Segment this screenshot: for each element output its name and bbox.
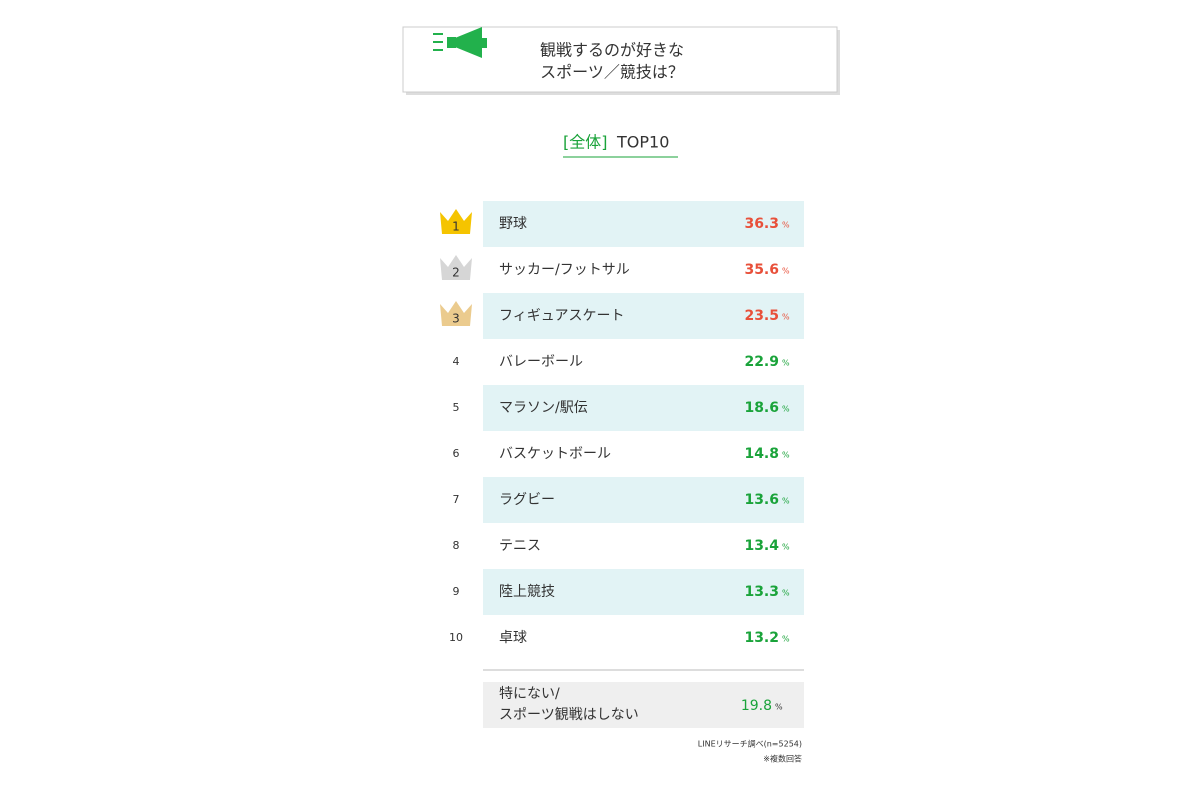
- row-value: 13.3: [744, 584, 779, 600]
- source: LINEリサーチ調べ(n=5254): [698, 739, 802, 749]
- row-unit: %: [782, 451, 790, 460]
- row-value: 23.5: [744, 308, 779, 324]
- row-unit: %: [782, 221, 790, 230]
- megaphone-icon: [433, 27, 487, 58]
- rank: 10: [449, 631, 463, 644]
- row-label: バスケットボール: [499, 446, 611, 462]
- row-value: 35.6: [744, 262, 779, 278]
- row-label: 陸上競技: [499, 584, 555, 600]
- other-label: スポーツ観戦はしない: [499, 706, 639, 723]
- row-background: [483, 385, 804, 431]
- row-label: フィギュアスケート: [499, 308, 624, 324]
- row-value: 13.4: [744, 538, 779, 554]
- row-unit: %: [782, 405, 790, 414]
- rank: 6: [453, 447, 460, 460]
- row-background: [483, 201, 804, 247]
- row-label: バレーボール: [499, 354, 583, 370]
- row-value: 14.8: [744, 446, 779, 462]
- row-unit: %: [782, 635, 790, 644]
- row-label: ラグビー: [499, 492, 555, 508]
- row-label: 卓球: [499, 630, 527, 646]
- other-label: 特にない/: [499, 686, 560, 702]
- row-unit: %: [782, 267, 790, 276]
- row-value: 18.6: [744, 400, 779, 416]
- other-value: 19.8: [741, 698, 772, 714]
- row-background: [483, 569, 804, 615]
- row-value: 13.2: [744, 630, 779, 646]
- row-value: 13.6: [744, 492, 779, 508]
- crown: [440, 209, 472, 234]
- other-unit: %: [775, 703, 783, 712]
- row-unit: %: [782, 359, 790, 368]
- rank: 4: [453, 355, 460, 368]
- row-label: サッカー/フットサル: [499, 262, 630, 278]
- subtitle-text: TOP10: [616, 133, 669, 152]
- rank: 1: [452, 220, 460, 234]
- rank: 2: [452, 266, 460, 280]
- row-unit: %: [782, 497, 790, 506]
- rank: 7: [453, 493, 460, 506]
- crown: [440, 255, 472, 280]
- row-background: [483, 293, 804, 339]
- note: ※複数回答: [763, 754, 802, 764]
- other-row: [483, 682, 804, 728]
- row-value: 36.3: [744, 216, 779, 232]
- title-line: 観戦するのが好きな: [540, 41, 684, 60]
- rank: 3: [452, 312, 460, 326]
- row-background: [483, 477, 804, 523]
- row-label: マラソン/駅伝: [499, 400, 588, 416]
- rank: 5: [453, 401, 460, 414]
- subtitle-bracket: [全体]: [563, 133, 608, 152]
- rank: 8: [453, 539, 460, 552]
- row-label: 野球: [499, 216, 527, 232]
- row-unit: %: [782, 313, 790, 322]
- crown: [440, 301, 472, 326]
- row-unit: %: [782, 543, 790, 552]
- title-line: スポーツ／競技は？: [540, 63, 684, 82]
- row-unit: %: [782, 589, 790, 598]
- row-label: テニス: [499, 538, 541, 554]
- row-value: 22.9: [744, 354, 779, 370]
- rank: 9: [453, 585, 460, 598]
